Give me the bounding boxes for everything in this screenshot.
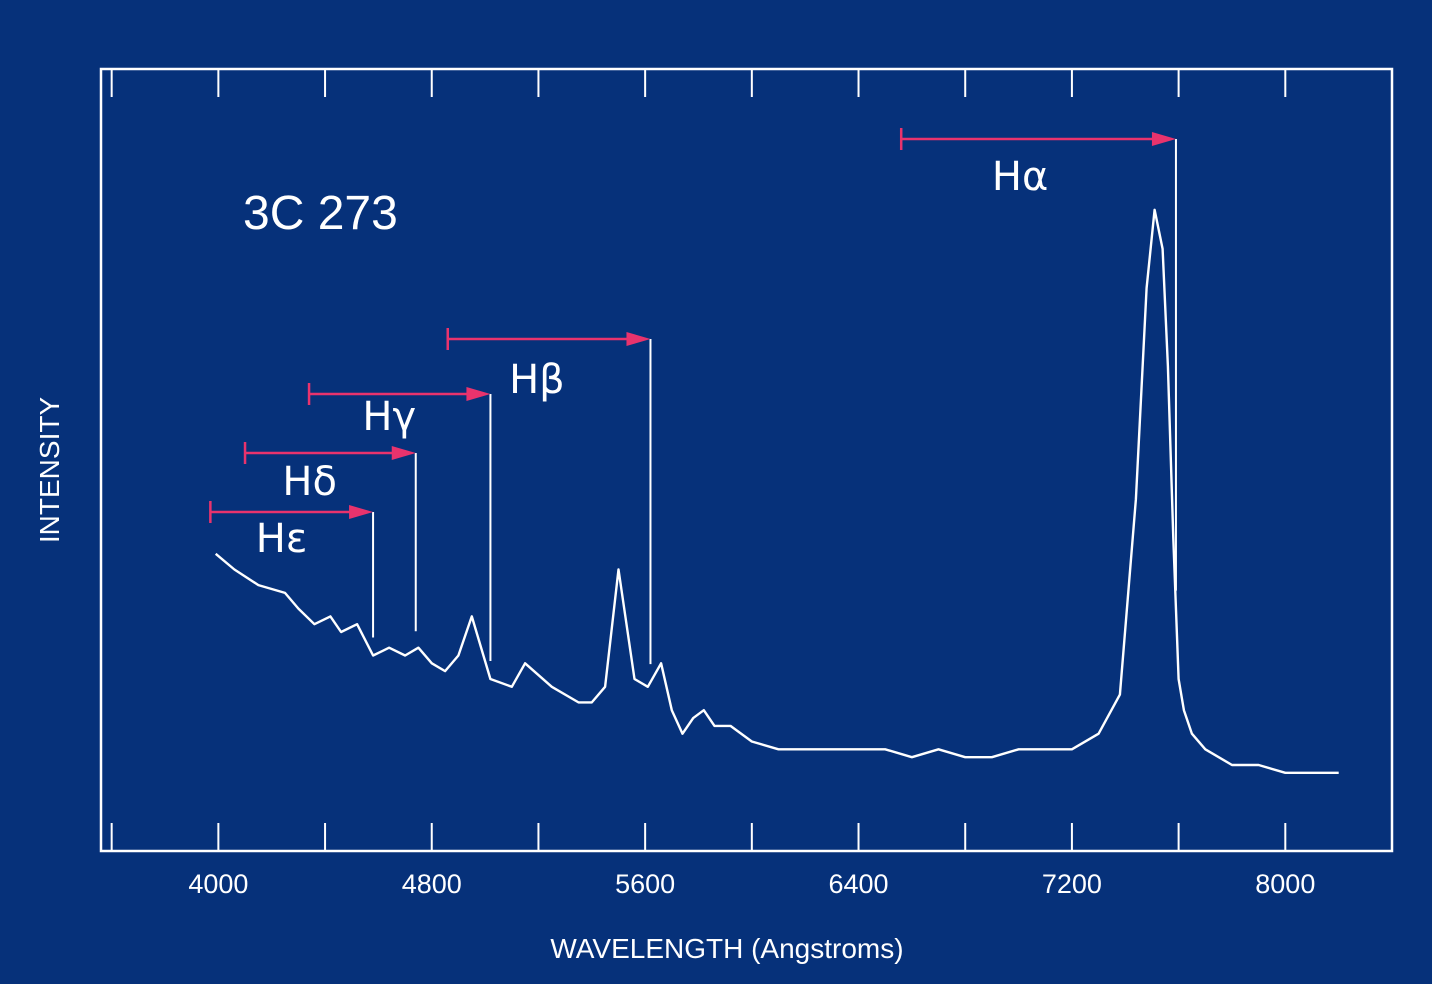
x-tick-label: 4800 [402, 869, 462, 899]
line-label: Hβ [509, 357, 565, 403]
y-axis-label: INTENSITY [34, 397, 65, 544]
line-label: Hγ [362, 394, 416, 440]
x-tick-label: 5600 [615, 869, 675, 899]
annotation-3: Hβ [446, 328, 652, 665]
chart-title: 3C 273 [243, 187, 398, 240]
balmer-line-annotations: Hε Hδ Hγ Hβ Hα [209, 128, 1177, 665]
axis-ticks [110, 69, 1287, 851]
shift-arrowhead [626, 332, 651, 346]
shift-arrowhead [466, 387, 491, 401]
annotation-2: Hγ [307, 383, 492, 661]
annotation-1: Hδ [243, 442, 417, 632]
annotation-4: Hα [899, 128, 1177, 591]
line-label: Hε [256, 516, 308, 562]
line-label: Hδ [282, 459, 337, 505]
spectrum-trace [214, 208, 1339, 774]
shift-arrowhead [391, 446, 416, 460]
x-tick-label: 4000 [188, 869, 248, 899]
annotation-0: Hε [209, 501, 375, 638]
x-tick-label: 6400 [828, 869, 888, 899]
shift-arrowhead [349, 505, 374, 519]
line-label: Hα [992, 154, 1048, 200]
plot-frame [99, 67, 1394, 853]
x-tick-labels: 4000 4800 5600 6400 7200 8000 [188, 869, 1315, 899]
shift-arrowhead [1151, 132, 1176, 146]
x-tick-label: 8000 [1255, 869, 1315, 899]
x-axis-label: WAVELENGTH (Angstroms) [550, 933, 903, 964]
x-tick-label: 7200 [1042, 869, 1102, 899]
